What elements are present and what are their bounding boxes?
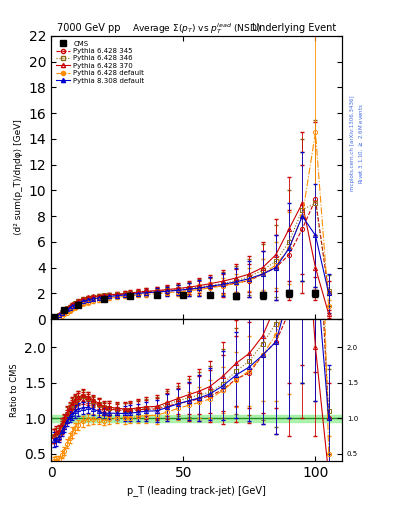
Y-axis label: Ratio to CMS: Ratio to CMS: [10, 363, 19, 417]
Text: mcplots.cern.ch [arXiv:1306.3436]: mcplots.cern.ch [arXiv:1306.3436]: [350, 96, 355, 191]
Text: Underlying Event: Underlying Event: [252, 23, 336, 33]
Text: 7000 GeV pp: 7000 GeV pp: [57, 23, 120, 33]
Y-axis label: ⟨d² sum(p_T)/dηdφ⟩ [GeV]: ⟨d² sum(p_T)/dηdφ⟩ [GeV]: [14, 120, 23, 236]
Bar: [51, 415, 342, 422]
Legend: CMS, Pythia 6.428 345, Pythia 6.428 346, Pythia 6.428 370, Pythia 6.428 default,: CMS, Pythia 6.428 345, Pythia 6.428 346,…: [55, 39, 146, 85]
X-axis label: p_T (leading track-jet) [GeV]: p_T (leading track-jet) [GeV]: [127, 485, 266, 496]
Text: Rivet 3.1.10, $\geq$ 2.6M events: Rivet 3.1.10, $\geq$ 2.6M events: [358, 103, 365, 184]
Title: Average $\Sigma(p_T)$ vs $p_T^{lead}$ (NSD): Average $\Sigma(p_T)$ vs $p_T^{lead}$ (N…: [132, 21, 261, 36]
